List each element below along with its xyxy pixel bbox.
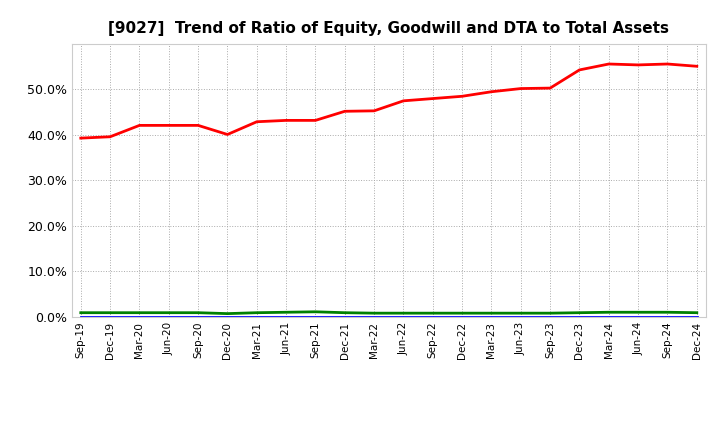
Equity (663, 61, 672, 66)
Deferred Tax Assets (106, 310, 114, 315)
Equity (370, 108, 379, 114)
Equity (605, 61, 613, 66)
Equity (311, 118, 320, 123)
Equity (516, 86, 525, 91)
Deferred Tax Assets (164, 310, 173, 315)
Deferred Tax Assets (253, 310, 261, 315)
Equity (487, 89, 496, 94)
Goodwill (546, 314, 554, 319)
Goodwill (311, 314, 320, 319)
Equity (693, 64, 701, 69)
Goodwill (575, 314, 584, 319)
Equity (194, 123, 202, 128)
Goodwill (194, 314, 202, 319)
Deferred Tax Assets (663, 310, 672, 315)
Goodwill (106, 314, 114, 319)
Deferred Tax Assets (634, 310, 642, 315)
Deferred Tax Assets (516, 311, 525, 316)
Goodwill (487, 314, 496, 319)
Goodwill (135, 314, 144, 319)
Equity (458, 94, 467, 99)
Deferred Tax Assets (428, 311, 437, 316)
Deferred Tax Assets (311, 309, 320, 315)
Equity (341, 109, 349, 114)
Legend: Equity, Goodwill, Deferred Tax Assets: Equity, Goodwill, Deferred Tax Assets (194, 438, 583, 440)
Deferred Tax Assets (135, 310, 144, 315)
Deferred Tax Assets (223, 311, 232, 316)
Goodwill (253, 314, 261, 319)
Equity (223, 132, 232, 137)
Deferred Tax Assets (76, 310, 85, 315)
Goodwill (370, 314, 379, 319)
Line: Equity: Equity (81, 64, 697, 138)
Goodwill (634, 314, 642, 319)
Deferred Tax Assets (399, 311, 408, 316)
Title: [9027]  Trend of Ratio of Equity, Goodwill and DTA to Total Assets: [9027] Trend of Ratio of Equity, Goodwil… (108, 21, 670, 36)
Equity (399, 98, 408, 103)
Deferred Tax Assets (194, 310, 202, 315)
Deferred Tax Assets (693, 310, 701, 315)
Deferred Tax Assets (487, 311, 496, 316)
Deferred Tax Assets (546, 311, 554, 316)
Goodwill (458, 314, 467, 319)
Goodwill (693, 314, 701, 319)
Line: Deferred Tax Assets: Deferred Tax Assets (81, 312, 697, 314)
Goodwill (282, 314, 290, 319)
Goodwill (605, 314, 613, 319)
Equity (282, 118, 290, 123)
Deferred Tax Assets (605, 310, 613, 315)
Equity (164, 123, 173, 128)
Deferred Tax Assets (575, 310, 584, 315)
Goodwill (76, 314, 85, 319)
Deferred Tax Assets (341, 310, 349, 315)
Equity (634, 62, 642, 68)
Goodwill (164, 314, 173, 319)
Deferred Tax Assets (370, 311, 379, 316)
Goodwill (341, 314, 349, 319)
Goodwill (516, 314, 525, 319)
Goodwill (399, 314, 408, 319)
Goodwill (223, 314, 232, 319)
Equity (575, 67, 584, 73)
Equity (546, 85, 554, 91)
Equity (76, 136, 85, 141)
Deferred Tax Assets (282, 310, 290, 315)
Equity (428, 96, 437, 101)
Deferred Tax Assets (458, 311, 467, 316)
Equity (106, 134, 114, 139)
Goodwill (663, 314, 672, 319)
Goodwill (428, 314, 437, 319)
Equity (135, 123, 144, 128)
Equity (253, 119, 261, 125)
